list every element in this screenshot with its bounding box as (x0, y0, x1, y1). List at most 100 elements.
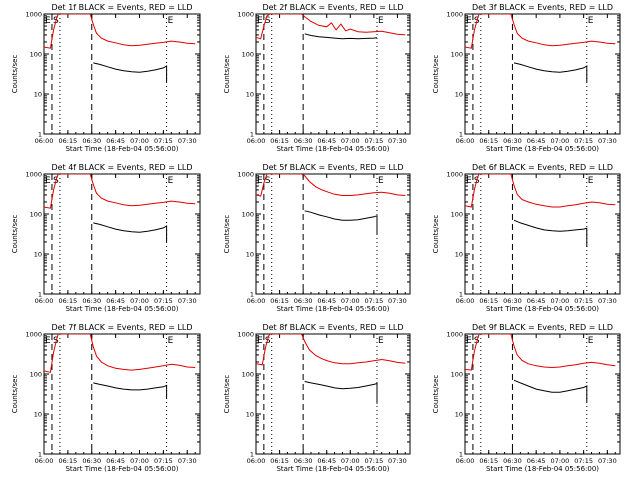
x-tick-label: 06:15 (270, 137, 289, 145)
marker-label: E (168, 336, 174, 346)
chart-title: Det 9f BLACK = Events, RED = LLD (472, 323, 613, 332)
y-tick-label: 1 (250, 451, 254, 459)
y-tick-label: 100 (451, 371, 463, 379)
chart-title: Det 7f BLACK = Events, RED = LLD (51, 323, 192, 332)
lld-rate-line (44, 174, 196, 209)
x-tick-label: 06:15 (479, 137, 498, 145)
x-axis-label: Start Time (18-Feb-04 05:56:00) (486, 465, 599, 473)
events-rate-line (513, 219, 588, 247)
x-tick-label: 06:15 (59, 297, 78, 305)
x-tick-label: 07:00 (130, 137, 149, 145)
x-tick-label: 07:00 (130, 297, 149, 305)
y-axis-label: Counts/sec (223, 215, 231, 254)
lld-rate-line (465, 334, 616, 371)
x-tick-label: 06:15 (479, 297, 498, 305)
x-axis-label: Start Time (18-Feb-04 05:56:00) (65, 465, 178, 473)
x-tick-label: 06:45 (317, 137, 336, 145)
y-tick-label: 100 (242, 211, 254, 219)
x-tick-label: 07:00 (551, 297, 570, 305)
marker-label: E (257, 16, 263, 26)
marker-label: E (588, 176, 594, 186)
x-axis-label: Start Time (18-Feb-04 05:56:00) (276, 465, 389, 473)
y-tick-label: 1 (459, 451, 463, 459)
y-tick-label: 10 (34, 411, 42, 419)
x-tick-label: 07:00 (341, 457, 360, 465)
x-tick-label: 06:45 (317, 297, 336, 305)
y-axis-label: Counts/sec (432, 215, 440, 254)
series-group (44, 334, 196, 399)
x-tick-label: 07:30 (388, 137, 407, 145)
lld-rate-line (256, 174, 406, 197)
x-tick-label: 06:00 (456, 137, 475, 145)
x-tick-label: 06:45 (527, 137, 546, 145)
marker-label: E (378, 16, 384, 26)
x-tick-label: 07:15 (574, 457, 593, 465)
series-group (465, 334, 616, 402)
y-tick-label: 10 (455, 91, 463, 99)
y-axis-label: Counts/sec (223, 375, 231, 414)
x-tick-label: 06:00 (35, 297, 54, 305)
x-tick-label: 07:15 (154, 297, 173, 305)
events-rate-line (513, 62, 588, 82)
x-tick-label: 06:00 (247, 297, 266, 305)
y-tick-label: 1000 (25, 171, 42, 179)
x-tick-label: 07:15 (154, 137, 173, 145)
x-axis-label: Start Time (18-Feb-04 05:56:00) (276, 145, 389, 153)
marker-label: E (257, 176, 263, 186)
y-axis-label: Counts/sec (223, 55, 231, 94)
series-group (465, 174, 616, 247)
x-tick-label: 06:15 (59, 457, 78, 465)
events-rate-line (93, 222, 168, 242)
marker-label: E (588, 336, 594, 346)
marker-label: E (45, 336, 51, 346)
lld-rate-line (256, 14, 406, 40)
y-tick-label: 100 (451, 51, 463, 59)
plot-frame (43, 173, 201, 295)
chart-title: Det 1f BLACK = Events, RED = LLD (51, 3, 192, 12)
y-tick-label: 1 (459, 131, 463, 139)
y-axis-label: Counts/sec (11, 215, 19, 254)
marker-label: E (466, 336, 472, 346)
x-tick-label: 06:45 (106, 457, 125, 465)
plot-frame (43, 333, 201, 455)
chart-title: Det 8f BLACK = Events, RED = LLD (262, 323, 403, 332)
x-tick-label: 07:30 (598, 297, 617, 305)
lld-rate-line (465, 174, 616, 208)
x-tick-label: 07:30 (388, 457, 407, 465)
y-tick-label: 1000 (446, 331, 463, 339)
x-tick-label: 06:30 (294, 137, 313, 145)
x-axis-label: Start Time (18-Feb-04 05:56:00) (65, 145, 178, 153)
lld-rate-line (465, 14, 616, 49)
x-tick-label: 07:00 (341, 297, 360, 305)
plot-frame (464, 13, 621, 135)
y-axis-label: Counts/sec (11, 55, 19, 94)
x-tick-label: 06:30 (82, 297, 101, 305)
x-tick-label: 06:15 (59, 137, 78, 145)
plot-frame (255, 333, 411, 455)
events-rate-line (304, 33, 378, 40)
y-tick-label: 10 (455, 411, 463, 419)
y-tick-label: 1000 (25, 331, 42, 339)
y-tick-label: 1 (250, 131, 254, 139)
y-axis-label: Counts/sec (432, 55, 440, 94)
plot-frame (255, 13, 411, 135)
x-tick-label: 06:30 (82, 457, 101, 465)
x-tick-label: 06:00 (35, 457, 54, 465)
x-tick-label: 07:15 (154, 457, 173, 465)
x-tick-label: 06:15 (479, 457, 498, 465)
marker-label: E (466, 16, 472, 26)
y-tick-label: 1000 (237, 331, 254, 339)
chart-title: Det 3f BLACK = Events, RED = LLD (472, 3, 613, 12)
lld-rate-line (44, 334, 196, 373)
lld-rate-line (256, 334, 406, 366)
events-rate-line (513, 379, 588, 402)
x-tick-label: 07:30 (388, 297, 407, 305)
events-rate-line (304, 381, 378, 404)
x-tick-label: 06:45 (527, 457, 546, 465)
marker-label: E (378, 336, 384, 346)
y-tick-label: 1000 (237, 11, 254, 19)
